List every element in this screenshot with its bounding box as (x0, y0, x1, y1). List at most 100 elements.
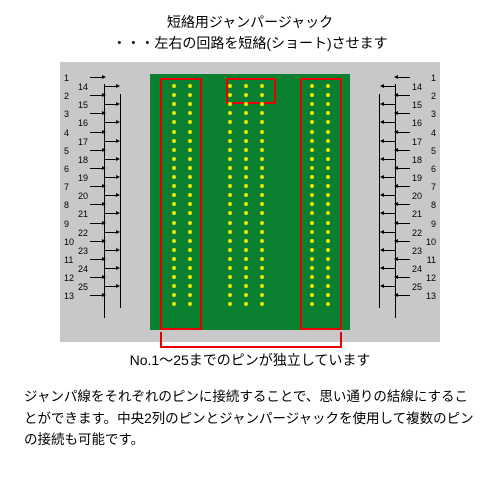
solder-dot (310, 230, 314, 234)
pin-label-row: 2 (64, 92, 146, 101)
red-outline-jumper (226, 78, 276, 104)
solder-dot (260, 166, 264, 170)
solder-dot (310, 221, 314, 225)
pin-labels-left: 1142153164175186197208219221023112412251… (64, 74, 146, 301)
solder-dot (244, 266, 248, 270)
solder-dot (326, 139, 330, 143)
solder-dot (228, 130, 232, 134)
solder-dot (228, 148, 232, 152)
solder-dot (228, 139, 232, 143)
solder-dot (310, 257, 314, 261)
solder-dot (310, 148, 314, 152)
solder-dot (228, 166, 232, 170)
pin-label-row: 18 (64, 156, 146, 165)
solder-dot (188, 130, 192, 134)
solder-dot (188, 248, 192, 252)
solder-dot (326, 157, 330, 161)
pin-label-row: 11 (64, 256, 146, 265)
solder-dot (188, 266, 192, 270)
solder-dot (188, 221, 192, 225)
solder-dot (260, 230, 264, 234)
solder-dot (244, 166, 248, 170)
solder-dot (326, 266, 330, 270)
pin-label-row: 14 (64, 83, 146, 92)
solder-dot (244, 148, 248, 152)
solder-dot (172, 84, 176, 88)
pin-label-row: 12 (64, 274, 146, 283)
solder-dot (188, 166, 192, 170)
solder-dot (172, 248, 176, 252)
solder-dot (228, 239, 232, 243)
solder-dot (326, 175, 330, 179)
solder-dot (188, 148, 192, 152)
solder-dot (326, 248, 330, 252)
title-block: 短絡用ジャンパージャック ・・・左右の回路を短絡(ショート)させます (0, 0, 500, 62)
solder-dot (326, 257, 330, 261)
pin-label-row: 24 (64, 265, 146, 274)
title-line2: ・・・左右の回路を短絡(ショート)させます (0, 33, 500, 54)
pin-label-row: 16 (64, 119, 146, 128)
solder-dot (260, 130, 264, 134)
pin-label-row: 22 (64, 229, 146, 238)
connector-line-right (395, 84, 396, 318)
solder-dot (326, 230, 330, 234)
solder-dot (310, 84, 314, 88)
pin-label-row: 8 (64, 201, 146, 210)
solder-dot (188, 230, 192, 234)
solder-dot (260, 148, 264, 152)
pin-label-row: 17 (64, 138, 146, 147)
pin-label-row: 7 (64, 183, 146, 192)
red-outline-right-column (300, 78, 342, 330)
solder-dot (260, 157, 264, 161)
solder-dot (244, 139, 248, 143)
solder-dot (172, 148, 176, 152)
solder-dot (172, 175, 176, 179)
solder-dot (172, 221, 176, 225)
pin-label-row: 20 (64, 192, 146, 201)
pin-label-row: 21 (64, 210, 146, 219)
pin-label-row: 13 (64, 292, 146, 301)
pin-label-row: 9 (64, 220, 146, 229)
description: ジャンパ線をそれぞれのピンに接続することで、思い通りの結線にすることができます。… (0, 378, 500, 459)
solder-dot (228, 221, 232, 225)
solder-dot (172, 157, 176, 161)
solder-dot (244, 157, 248, 161)
solder-dot (244, 230, 248, 234)
solder-dot (188, 257, 192, 261)
connector-line-right-inner (379, 94, 380, 308)
solder-dot (326, 166, 330, 170)
solder-dot (244, 84, 248, 88)
solder-dot (228, 257, 232, 261)
solder-dot (172, 230, 176, 234)
solder-dot (188, 175, 192, 179)
solder-dot (172, 266, 176, 270)
solder-dot (172, 239, 176, 243)
solder-dot (310, 139, 314, 143)
solder-dot (188, 84, 192, 88)
solder-dot (244, 239, 248, 243)
solder-dot (172, 130, 176, 134)
pin-label-row: 23 (64, 247, 146, 256)
red-outline-left-column (160, 78, 202, 330)
solder-dot (244, 248, 248, 252)
pin-label-row: 15 (64, 101, 146, 110)
solder-dot (310, 266, 314, 270)
solder-dot (172, 166, 176, 170)
solder-dot (172, 139, 176, 143)
pin-label-row: 5 (64, 147, 146, 156)
solder-dot (228, 230, 232, 234)
solder-dot (228, 266, 232, 270)
solder-dot (326, 130, 330, 134)
title-line1: 短絡用ジャンパージャック (0, 12, 500, 33)
solder-dot (188, 139, 192, 143)
solder-dot (310, 175, 314, 179)
solder-dot (244, 221, 248, 225)
solder-dot (310, 166, 314, 170)
solder-dot (310, 248, 314, 252)
solder-dot (244, 130, 248, 134)
solder-dot (172, 257, 176, 261)
pin-label-row: 1 (64, 74, 146, 83)
pin-label-row: 4 (64, 129, 146, 138)
solder-dot (228, 248, 232, 252)
solder-dot (244, 257, 248, 261)
